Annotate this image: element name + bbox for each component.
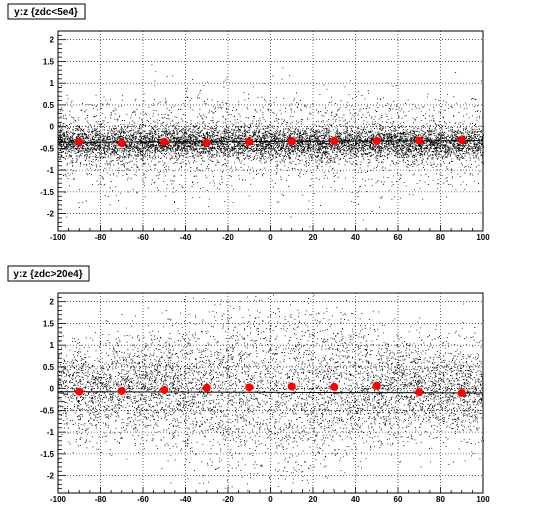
scatter-cloud [58, 294, 484, 492]
profile-point [415, 388, 424, 397]
panel-zdc-low: y:z {zdc<5e4} -100 -80 -60 -40 -20 0 20 40 60 80 1… [7, 3, 490, 242]
x-tick-label: 100 [476, 495, 490, 504]
y-tick-label: 0 [50, 385, 55, 394]
grid [58, 293, 483, 493]
scatter-points [58, 294, 484, 492]
x-tick-label: -20 [222, 233, 234, 242]
y-tick-label: 2 [50, 298, 55, 307]
y-tick-label: -0.5 [40, 406, 54, 415]
x-tick-label: -40 [180, 233, 192, 242]
y-tick-label: 0.5 [43, 363, 55, 372]
profile-point [117, 386, 126, 395]
profile-point [287, 137, 296, 145]
y-tick-label: -1.5 [40, 188, 54, 197]
x-tick-label: -80 [95, 233, 107, 242]
y-tick-label: 1 [50, 341, 55, 350]
panel-zdc-high: y:z {zdc>20e4} -100 -80 -60 -40 -20 0 20 40 60 80… [7, 265, 490, 504]
x-tick-label: 80 [436, 233, 445, 242]
profile-point [202, 383, 211, 392]
x-tick-label: 20 [309, 233, 318, 242]
profile-point [245, 383, 254, 392]
x-axis: -100 -80 -60 -40 -20 0 20 40 60 80 100 [50, 487, 490, 504]
profile-point [372, 137, 381, 145]
y-tick-label: 0.5 [43, 101, 55, 110]
y-tick-label: 0 [50, 123, 55, 132]
grid [58, 31, 483, 231]
x-tick-label: 40 [351, 495, 360, 504]
profile-point [372, 381, 381, 390]
y-tick-label: -1.5 [40, 450, 54, 459]
x-tick-label: 80 [436, 495, 445, 504]
profile-point [330, 137, 339, 145]
profile-point [75, 137, 84, 146]
profile-point [75, 387, 84, 396]
y-tick-label: -1 [47, 166, 55, 175]
y-tick-label: 2 [50, 36, 55, 45]
y-tick-label: -1 [47, 428, 55, 437]
y-axis: -2 -1.5 -1 -0.5 0 0.5 1 1.5 2 [40, 292, 66, 494]
profile-point [415, 136, 424, 145]
x-tick-label: 60 [394, 495, 403, 504]
chart-title: y:z {zdc<5e4} [14, 7, 78, 18]
profile-point [117, 139, 126, 148]
x-tick-label: 0 [268, 495, 273, 504]
x-tick-label: -20 [222, 495, 234, 504]
y-tick-label: -2 [47, 472, 55, 481]
y-axis: -2 -1.5 -1 -0.5 0 0.5 1 1.5 2 [40, 30, 66, 232]
profile-point [287, 382, 296, 391]
profile-markers [75, 136, 466, 148]
x-tick-label: -60 [137, 495, 149, 504]
y-tick-label: 1 [50, 79, 55, 88]
x-tick-label: -80 [95, 495, 107, 504]
x-axis: -100 -80 -60 -40 -20 0 20 40 60 80 100 [50, 225, 490, 242]
x-tick-label: -60 [137, 233, 149, 242]
chart-title-box [7, 3, 86, 20]
profile-point [160, 137, 169, 146]
x-tick-label: 60 [394, 233, 403, 242]
profile-point [202, 138, 211, 147]
chart-title: y:z {zdc>20e4} [13, 269, 82, 280]
x-tick-label: -40 [180, 495, 192, 504]
x-tick-label: -100 [50, 233, 67, 242]
profile-point [457, 389, 466, 397]
chart-title-box [7, 265, 90, 282]
x-tick-label: 40 [351, 233, 360, 242]
x-tick-label: 20 [309, 495, 318, 504]
y-tick-label: -2 [47, 210, 55, 219]
profile-markers [75, 381, 466, 397]
x-tick-label: -100 [50, 495, 67, 504]
y-tick-label: -0.5 [40, 144, 54, 153]
profile-point [160, 385, 169, 394]
x-tick-label: 100 [476, 233, 490, 242]
fit-line [57, 140, 484, 143]
x-tick-label: 0 [268, 233, 273, 242]
profile-point [457, 136, 466, 145]
y-tick-label: 1.5 [43, 57, 55, 66]
profile-point [330, 382, 339, 391]
y-tick-label: 1.5 [43, 319, 55, 328]
fit-line [57, 391, 484, 394]
profile-point [245, 137, 254, 146]
